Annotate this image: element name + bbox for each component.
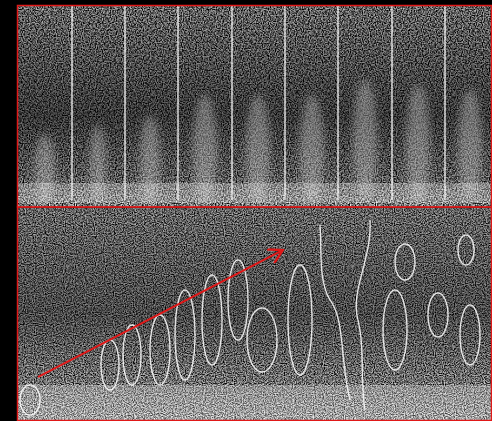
page xyxy=(0,0,492,421)
bottom-panel xyxy=(17,207,492,421)
low-band xyxy=(17,183,492,203)
top-panel xyxy=(17,5,492,207)
spectrogram-view xyxy=(0,0,492,421)
low-band xyxy=(17,385,492,421)
